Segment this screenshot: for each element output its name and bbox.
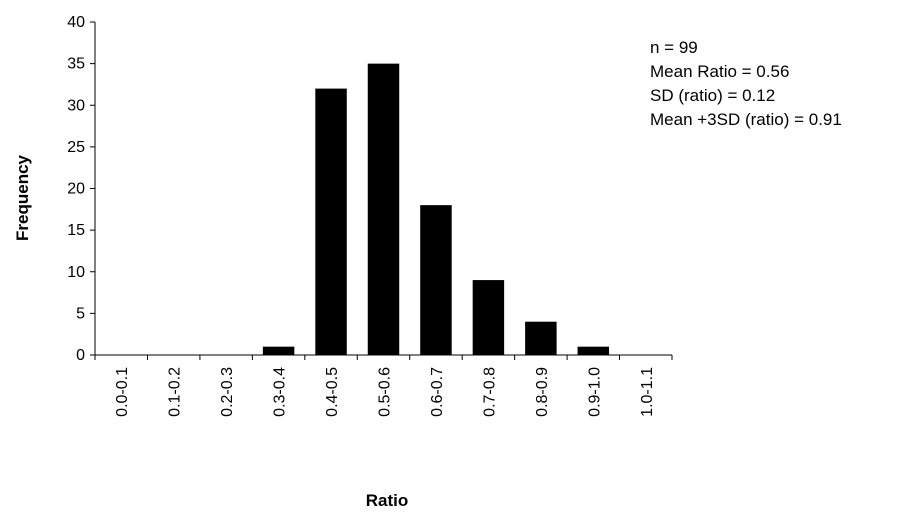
x-tick-label: 0.1-0.2 <box>167 367 184 417</box>
x-tick-label: 1.0-1.1 <box>639 367 656 417</box>
bar <box>315 88 347 355</box>
y-tick-label: 5 <box>76 305 85 322</box>
y-tick-label: 40 <box>67 14 85 31</box>
y-tick-label: 30 <box>67 97 85 114</box>
annotation-line: Mean +3SD (ratio) = 0.91 <box>650 110 842 129</box>
y-tick-label: 15 <box>67 222 85 239</box>
y-tick-label: 35 <box>67 56 85 73</box>
statistics-annotation: n = 99 Mean Ratio = 0.56 SD (ratio) = 0.12… <box>650 38 842 129</box>
bar <box>525 321 557 355</box>
bar <box>367 63 400 355</box>
x-tick-label: 0.4-0.5 <box>324 367 341 417</box>
y-tick-label: 20 <box>67 181 85 198</box>
x-axis-ticks: 0.0-0.1 0.1-0.2 0.2-0.3 0.3-0.4 0.4-0.5 0.5-0… <box>94 355 673 417</box>
y-tick-label: 25 <box>67 139 85 156</box>
annotation-line: n = 99 <box>650 38 698 57</box>
y-tick-label: 0 <box>76 347 85 364</box>
x-tick-label: 0.3-0.4 <box>272 367 289 417</box>
y-tick-label: 10 <box>67 264 85 281</box>
annotation-line: Mean Ratio = 0.56 <box>650 62 789 81</box>
x-axis-title: Ratio <box>366 491 409 510</box>
bar <box>420 205 452 355</box>
annotation-line: SD (ratio) = 0.12 <box>650 86 775 105</box>
x-tick-label: 0.7-0.8 <box>481 367 498 417</box>
x-tick-label: 0.2-0.3 <box>219 367 236 417</box>
bar <box>262 346 295 355</box>
x-tick-label: 0.9-1.0 <box>586 367 603 417</box>
y-axis-ticks: 0 5 10 15 20 25 30 35 40 <box>67 14 95 364</box>
bar <box>577 346 610 355</box>
x-tick-label: 0.6-0.7 <box>429 367 446 417</box>
bars <box>262 63 610 355</box>
x-tick-label: 0.5-0.6 <box>377 367 394 417</box>
bar <box>472 280 505 355</box>
y-axis-title: Frequency <box>13 154 32 241</box>
x-tick-label: 0.8-0.9 <box>534 367 551 417</box>
x-tick-label: 0.0-0.1 <box>114 367 131 417</box>
